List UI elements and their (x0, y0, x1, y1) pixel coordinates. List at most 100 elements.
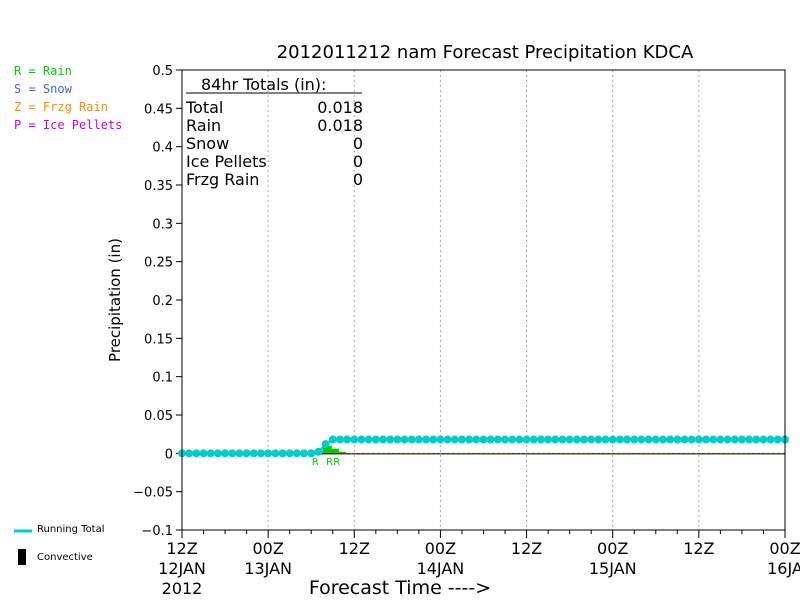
running-total-point (694, 435, 703, 444)
y-axis-label: Precipitation (in) (106, 238, 124, 362)
running-total-point (687, 435, 696, 444)
running-total-point (673, 435, 682, 444)
x-tick-date: 12JAN (158, 559, 206, 578)
y-tick-label: 0.35 (144, 179, 173, 194)
totals-row-value: 0.018 (317, 98, 363, 117)
running-total-point (486, 435, 495, 444)
y-tick-label: 0.3 (152, 217, 173, 232)
running-total-point (335, 435, 344, 444)
running-total-point (264, 449, 273, 458)
running-total-point (536, 435, 545, 444)
totals-box: 84hr Totals (in): Total 0.018 Rain 0.018 Snow… (185, 75, 363, 189)
running-total-point (393, 435, 402, 444)
running-total-point (292, 449, 301, 458)
running-total-point (752, 435, 761, 444)
running-total-point (565, 435, 574, 444)
running-total-point (249, 449, 258, 458)
running-total-point (221, 449, 230, 458)
x-tick-date: 13JAN (244, 559, 292, 578)
running-total-point (328, 435, 337, 444)
running-total-point (206, 449, 215, 458)
precip-type-marker: R (333, 457, 340, 468)
grid-lines (267, 70, 700, 530)
y-axis-ticks: 0.5 0.45 0.4 0.35 0.3 0.25 0.2 0.15 0.1 0.05 0 −0.0… (133, 64, 182, 539)
running-total-point (766, 435, 775, 444)
precip-type-marker: R (312, 457, 319, 468)
running-total-point (278, 449, 287, 458)
running-total-point (501, 435, 510, 444)
running-total-point (300, 449, 309, 458)
running-total-point (465, 435, 474, 444)
precip-bars (322, 445, 347, 454)
series-layer (178, 435, 789, 458)
running-total-point (745, 435, 754, 444)
running-total-point (522, 435, 531, 444)
running-total-point (228, 449, 237, 458)
y-tick-label: 0.4 (152, 141, 173, 156)
running-total-point (709, 435, 718, 444)
totals-row-value: 0.018 (317, 116, 363, 135)
running-total-point (551, 435, 560, 444)
running-total-point (457, 435, 466, 444)
running-total-point (235, 449, 244, 458)
y-tick-label: −0.05 (133, 486, 173, 501)
running-total-point (429, 435, 438, 444)
running-total-point (651, 435, 660, 444)
running-total-point (436, 435, 445, 444)
running-total-point (594, 435, 603, 444)
y-tick-label: 0.05 (144, 409, 173, 424)
x-tick-label: 12Z (166, 539, 197, 558)
bottom-legend-icons (14, 529, 32, 565)
running-total-point (400, 435, 409, 444)
running-total-point (199, 449, 208, 458)
y-tick-label: −0.1 (141, 524, 173, 539)
running-total-point (580, 435, 588, 444)
running-total-point (644, 435, 653, 444)
precip-type-marker: R (326, 457, 333, 468)
y-tick-label: 0.1 (152, 371, 173, 386)
running-total-point (702, 435, 711, 444)
running-total-point (386, 435, 395, 444)
running-total-point (544, 435, 553, 444)
totals-row-value: 0 (353, 152, 363, 171)
chart-title: 2012011212 nam Forecast Precipitation KD… (277, 42, 694, 63)
plot-frame (181, 69, 786, 531)
totals-row-value: 0 (353, 134, 363, 153)
running-total-point (242, 449, 251, 458)
running-total-point (529, 435, 538, 444)
totals-row-label: Ice Pellets (186, 152, 267, 171)
running-total-point (371, 435, 380, 444)
running-total-point (443, 435, 452, 444)
running-total-point (213, 449, 222, 458)
running-total-point (773, 435, 782, 444)
running-total-point (508, 435, 517, 444)
y-tick-label: 0.25 (144, 256, 173, 271)
y-tick-label: 0.5 (152, 64, 173, 79)
running-total-point (314, 447, 323, 456)
running-total-point (723, 435, 732, 444)
running-total-point (623, 435, 632, 444)
running-total-point (379, 435, 387, 444)
y-tick-label: 0 (165, 447, 173, 462)
running-total-point (479, 435, 488, 444)
running-total-point (572, 435, 581, 444)
running-total-point (601, 435, 610, 444)
running-total-point (515, 435, 524, 444)
running-total-point (472, 435, 481, 444)
totals-row-label: Total (185, 98, 223, 117)
running-total-point (256, 449, 265, 458)
running-total-point (350, 435, 359, 444)
running-total-point (637, 435, 646, 444)
totals-row-value: 0 (353, 170, 363, 189)
totals-row-label: Rain (186, 116, 221, 135)
x-axis-label: Forecast Time ----> (309, 577, 491, 599)
running-total-point (666, 435, 675, 444)
x-tick-label: 12Z (683, 539, 714, 558)
legend-item: P = Ice Pellets (14, 118, 123, 132)
totals-heading: 84hr Totals (in): (201, 75, 326, 94)
x-tick-label: 00Z (597, 539, 628, 558)
x-tick-label: 00Z (425, 539, 456, 558)
running-total-point (343, 435, 352, 444)
running-total-point (192, 449, 201, 458)
